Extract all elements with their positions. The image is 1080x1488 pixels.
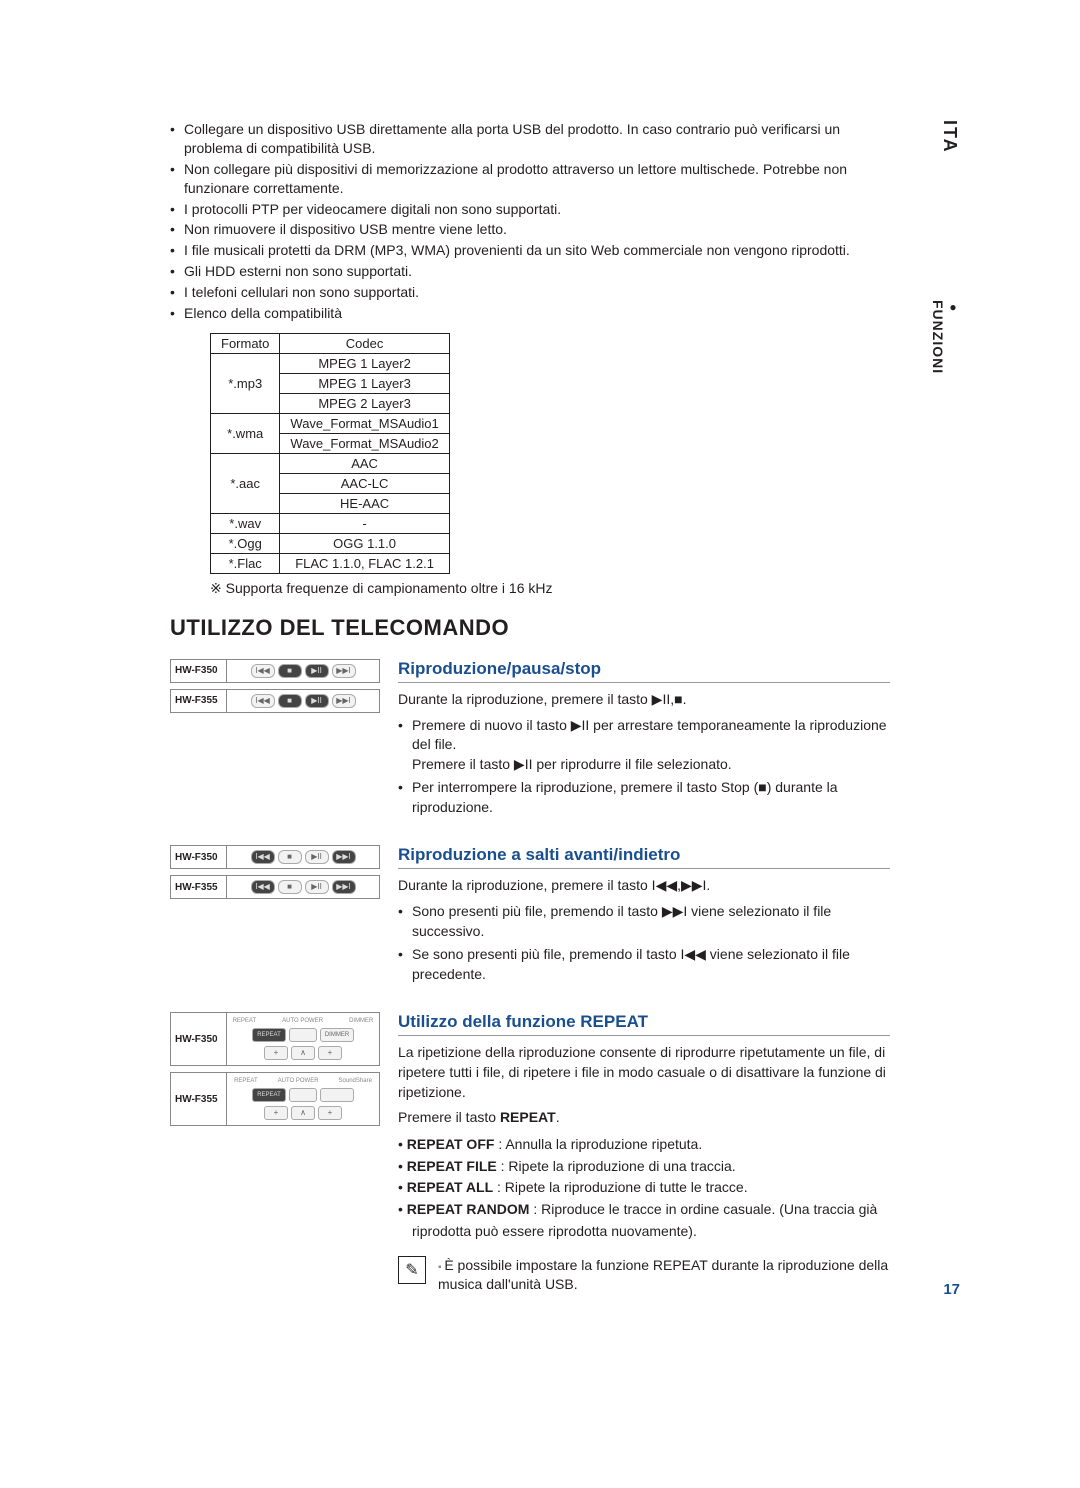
list-item: I protocolli PTP per videocamere digital…	[170, 200, 890, 219]
section-title: UTILIZZO DEL TELECOMANDO	[170, 615, 890, 641]
model-label: HW-F355	[171, 690, 227, 712]
model-label: HW-F350	[171, 846, 227, 868]
list-item: Non rimuovere il dispositivo USB mentre …	[170, 220, 890, 239]
intro-text: Durante la riproduzione, premere il tast…	[398, 690, 890, 710]
remote-diagram-repeat: HW-F350 REPEATAUTO POWERDIMMER REPEATDIM…	[170, 1012, 380, 1132]
model-label: HW-F350	[171, 1013, 227, 1065]
table-header-format: Formato	[211, 333, 280, 353]
model-label: HW-F355	[171, 876, 227, 898]
table-cell: FLAC 1.1.0, FLAC 1.2.1	[280, 553, 449, 573]
codec-table: Formato Codec *.mp3MPEG 1 Layer2 MPEG 1 …	[210, 333, 450, 574]
table-cell: Wave_Format_MSAudio2	[280, 433, 449, 453]
list-item: Per interrompere la riproduzione, premer…	[398, 778, 890, 817]
table-cell: *.wav	[211, 513, 280, 533]
list-item: I telefoni cellulari non sono supportati…	[170, 283, 890, 302]
table-header-codec: Codec	[280, 333, 449, 353]
table-cell: *.mp3	[211, 353, 280, 413]
usb-notes-list: Collegare un dispositivo USB direttament…	[170, 120, 890, 323]
list-item: Premere di nuovo il tasto ▶II per arrest…	[398, 716, 890, 775]
table-cell: AAC-LC	[280, 473, 449, 493]
table-cell: *.wma	[211, 413, 280, 453]
table-cell: *.Flac	[211, 553, 280, 573]
sampling-note: ※ Supporta frequenze di campionamento ol…	[210, 580, 890, 597]
table-cell: MPEG 2 Layer3	[280, 393, 449, 413]
list-item: Se sono presenti più file, premendo il t…	[398, 945, 890, 984]
table-cell: MPEG 1 Layer2	[280, 353, 449, 373]
note-icon: ✎	[398, 1256, 426, 1284]
table-cell: HE-AAC	[280, 493, 449, 513]
table-cell: Wave_Format_MSAudio1	[280, 413, 449, 433]
list-item: Elenco della compatibilità	[170, 304, 890, 323]
intro-text: Durante la riproduzione, premere il tast…	[398, 876, 890, 896]
repeat-modes-list: • REPEAT OFF : Annulla la riproduzione r…	[398, 1134, 890, 1242]
table-cell: AAC	[280, 453, 449, 473]
intro-text: La ripetizione della riproduzione consen…	[398, 1043, 890, 1102]
subsection-title-skip: Riproduzione a salti avanti/indietro	[398, 845, 890, 869]
list-item: Gli HDD esterni non sono supportati.	[170, 262, 890, 281]
table-cell: *.Ogg	[211, 533, 280, 553]
model-label: HW-F350	[171, 660, 227, 682]
table-cell: *.aac	[211, 453, 280, 513]
list-item: I file musicali protetti da DRM (MP3, WM…	[170, 241, 890, 260]
page-number: 17	[943, 1281, 960, 1298]
list-item: Collegare un dispositivo USB direttament…	[170, 120, 890, 158]
table-cell: OGG 1.1.0	[280, 533, 449, 553]
table-cell: MPEG 1 Layer3	[280, 373, 449, 393]
language-tab: ITA	[939, 120, 960, 154]
list-item: Non collegare più dispositivi di memoriz…	[170, 160, 890, 198]
remote-diagram-play: HW-F350 I◀◀■▶II▶▶I HW-F355 I◀◀■▶II▶▶I	[170, 659, 380, 719]
table-cell: -	[280, 513, 449, 533]
section-side-label: FUNZIONI	[930, 300, 960, 374]
remote-diagram-skip: HW-F350 I◀◀■▶II▶▶I HW-F355 I◀◀■▶II▶▶I	[170, 845, 380, 905]
list-item: Sono presenti più file, premendo il tast…	[398, 902, 890, 941]
press-text: Premere il tasto REPEAT.	[398, 1108, 890, 1128]
subsection-title-play: Riproduzione/pausa/stop	[398, 659, 890, 683]
note-text: È possibile impostare la funzione REPEAT…	[438, 1256, 890, 1294]
subsection-title-repeat: Utilizzo della funzione REPEAT	[398, 1012, 890, 1036]
model-label: HW-F355	[171, 1073, 227, 1125]
